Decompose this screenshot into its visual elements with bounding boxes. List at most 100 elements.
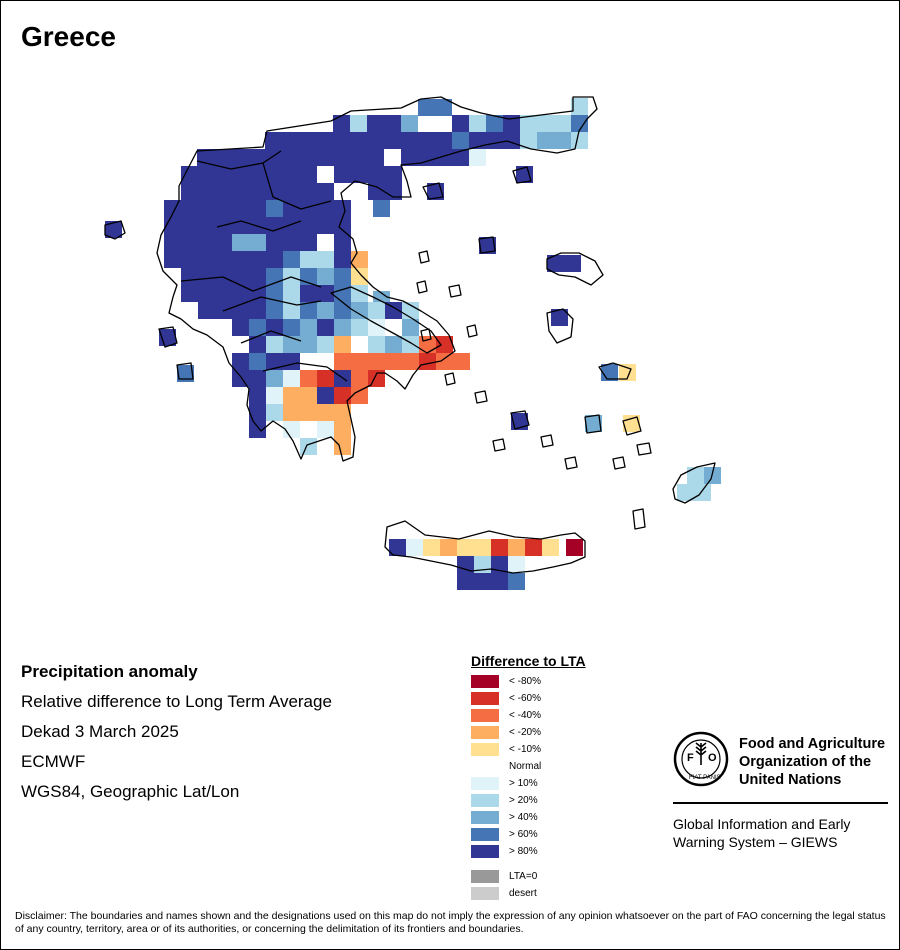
grid-cell-wet80 — [385, 166, 402, 183]
grid-cell-wet80 — [266, 166, 283, 183]
legend-swatch — [471, 845, 499, 858]
legend-swatch — [471, 870, 499, 883]
grid-cell-wet80 — [231, 149, 248, 166]
grid-cell-wet80 — [164, 251, 181, 268]
grid-cell-wet60 — [418, 99, 435, 116]
grid-cell-wet60 — [486, 115, 503, 132]
grid-cell-wet10 — [368, 319, 385, 336]
grid-cell-wet40 — [537, 132, 554, 149]
legend-item-normal: Normal — [471, 758, 586, 775]
legend-swatch — [471, 794, 499, 807]
grid-cell-wet80 — [283, 217, 300, 234]
grid-cell-wet40 — [351, 302, 368, 319]
grid-cell-wet60 — [452, 132, 469, 149]
island-chios — [546, 308, 574, 344]
grid-cell-wet80 — [249, 421, 266, 438]
legend-item-dry20: < -20% — [471, 724, 586, 741]
grid-cell-wet80 — [474, 573, 491, 590]
grid-cell-wet80 — [300, 234, 317, 251]
grid-cell-wet80 — [317, 319, 334, 336]
legend-label: < -60% — [509, 693, 541, 704]
grid-cell-wet80 — [266, 251, 283, 268]
grid-cell-wet60 — [283, 251, 300, 268]
grid-cell-wet80 — [249, 302, 266, 319]
grid-cell-wet80 — [249, 404, 266, 421]
legend-item-dry40: < -40% — [471, 707, 586, 724]
grid-cell-wet80 — [198, 285, 215, 302]
island-lesvos — [546, 252, 604, 286]
grid-cell-wet80 — [333, 115, 350, 132]
grid-cell-wet80 — [491, 556, 508, 573]
grid-cell-wet80 — [232, 319, 249, 336]
grid-cell-wet80 — [300, 200, 317, 217]
grid-cell-wet80 — [215, 183, 232, 200]
grid-cell-dry20 — [334, 404, 351, 421]
grid-cell-wet20 — [687, 467, 704, 484]
grid-cell-wet60 — [373, 200, 390, 217]
grid-cell-wet40 — [232, 234, 249, 251]
legend-label: > 20% — [509, 795, 538, 806]
grid-cell-wet80 — [368, 166, 385, 183]
grid-cell-wet40 — [585, 415, 602, 432]
legend-item-wet60: > 60% — [471, 826, 586, 843]
grid-cell-dry20 — [317, 404, 334, 421]
emblem-letter-o: O — [708, 752, 717, 764]
grid-cell-wet20 — [474, 556, 491, 573]
grid-cell-dry60 — [525, 539, 542, 556]
legend-swatch — [471, 760, 499, 773]
grid-cell-wet80 — [198, 183, 215, 200]
legend-item-wet40: > 40% — [471, 809, 586, 826]
grid-cell-wet20 — [554, 115, 571, 132]
grid-cell-wet80 — [299, 149, 316, 166]
grid-cell-wet80 — [181, 217, 198, 234]
grid-cell-wet40 — [266, 370, 283, 387]
grid-cell-wet80 — [266, 234, 283, 251]
grid-cell-wet80 — [282, 132, 299, 149]
grid-cell-wet40 — [385, 336, 402, 353]
grid-cell-wet80 — [249, 370, 266, 387]
grid-cell-dry20 — [300, 404, 317, 421]
grid-cell-wet80 — [181, 183, 198, 200]
grid-cell-dry40 — [402, 353, 419, 370]
grid-cell-wet20 — [283, 285, 300, 302]
grid-cell-wet60 — [266, 302, 283, 319]
grid-cell-wet80 — [283, 200, 300, 217]
grid-cell-wet80 — [385, 183, 402, 200]
grid-cell-wet80 — [215, 285, 232, 302]
legend-title: Difference to LTA — [471, 653, 586, 669]
grid-cell-wet80 — [283, 353, 300, 370]
grid-cell-wet80 — [367, 132, 384, 149]
grid-cell-wet80 — [389, 539, 406, 556]
grid-cell-wet80 — [181, 234, 198, 251]
grid-cell-wet80 — [164, 234, 181, 251]
grid-cell-wet80 — [266, 217, 283, 234]
grid-cell-wet20 — [571, 132, 588, 149]
grid-cell-wet80 — [266, 353, 283, 370]
grid-cell-wet80 — [418, 149, 435, 166]
grid-cell-wet60 — [249, 319, 266, 336]
grid-cell-wet80 — [469, 132, 486, 149]
grid-cell-dry10 — [423, 539, 440, 556]
grid-cell-dry40 — [334, 353, 351, 370]
grid-cell-wet80 — [491, 573, 508, 590]
grid-cell-wet20 — [266, 404, 283, 421]
grid-cell-wet60 — [249, 353, 266, 370]
island-thasos — [422, 182, 444, 200]
grid-cell-wet20 — [694, 484, 711, 501]
fao-org-name: Food and Agriculture Organization of the… — [739, 735, 885, 789]
grid-cell-wet20 — [520, 132, 537, 149]
grid-cell-wet40 — [401, 115, 418, 132]
legend-label: Normal — [509, 761, 542, 772]
grid-cell-wet80 — [181, 200, 198, 217]
grid-cell-dry40 — [385, 353, 402, 370]
grid-cell-dry40 — [419, 336, 436, 353]
grid-cell-wet80 — [334, 200, 351, 217]
grid-cell-wet80 — [198, 251, 215, 268]
island-evia — [330, 286, 442, 354]
regional-border — [180, 150, 348, 382]
grid-cell-wet20 — [571, 98, 588, 115]
grid-cell-wet80 — [317, 217, 334, 234]
grid-cell-wet80 — [215, 166, 232, 183]
grid-cell-wet10 — [508, 556, 525, 573]
grid-cell-dry20 — [300, 387, 317, 404]
